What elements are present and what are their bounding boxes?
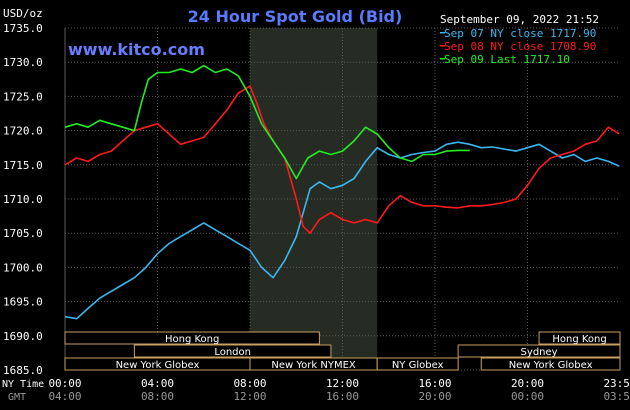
y-tick-label: 1690.0 xyxy=(3,330,43,343)
y-tick-label: 1725.0 xyxy=(3,90,43,103)
series-line-sep-07 xyxy=(64,141,620,320)
session-label: New York Globex xyxy=(509,360,593,371)
y-tick-label: 1730.0 xyxy=(3,56,43,69)
session-bar xyxy=(133,344,332,358)
session-label: London xyxy=(214,347,251,358)
x-tick-label-gmt: 04:00 xyxy=(48,390,81,403)
x-tick-label-gmt: 08:00 xyxy=(141,390,174,403)
y-tick-label: 1735.0 xyxy=(3,22,43,35)
x-tick-label-ny: 12:00 xyxy=(326,377,359,390)
session-label: NY Globex xyxy=(392,360,444,371)
y-tick-label: 1685.0 xyxy=(3,364,43,377)
chart-title: 24 Hour Spot Gold (Bid) xyxy=(188,7,403,26)
nymex-session-shade xyxy=(250,28,378,370)
session-label: Hong Kong xyxy=(165,334,219,345)
session-bar xyxy=(376,357,459,371)
y-tick-label: 1700.0 xyxy=(3,261,43,274)
session-bar xyxy=(457,344,621,358)
session-bar xyxy=(538,331,621,345)
legend-item-sep09: Sep 09 Last 1717.10 xyxy=(444,53,570,66)
x-tick-label-ny: 08:00 xyxy=(233,377,266,390)
session-label: New York NYMEX xyxy=(271,360,356,371)
ny-time-label: NY Time xyxy=(2,379,44,390)
legend-item-sep07: Sep 07 NY close 1717.90 xyxy=(444,27,596,40)
gmt-label: GMT xyxy=(8,392,26,403)
session-label: Hong Kong xyxy=(552,334,606,345)
x-tick-label-ny: 20:00 xyxy=(511,377,544,390)
x-tick-label-gmt: 12:00 xyxy=(233,390,266,403)
unit-label: USD/oz xyxy=(3,7,43,20)
legend-dash-sep09 xyxy=(440,58,445,60)
legend-dash-sep07 xyxy=(440,32,445,34)
timestamp: September 09, 2022 21:52 xyxy=(440,13,599,26)
x-tick-label-ny: 23:59 xyxy=(603,377,630,390)
series-line-sep-09 xyxy=(64,64,470,180)
session-bar xyxy=(480,357,621,371)
x-tick-label-gmt: 20:00 xyxy=(418,390,451,403)
x-tick-label-gmt: 03:59 xyxy=(603,390,630,403)
x-tick-label-ny: 16:00 xyxy=(418,377,451,390)
x-axis: 00:0004:0004:0008:0008:0012:0012:0016:00… xyxy=(48,377,630,403)
y-axis: 1685.0 1690.0 1695.0 1700.0 1705.0 1710.0 1715… xyxy=(3,22,43,377)
session-label: Sydney xyxy=(521,347,558,358)
website-label: www.kitco.com xyxy=(68,40,205,59)
session-label: New York Globex xyxy=(116,360,200,371)
y-tick-label: 1720.0 xyxy=(3,125,43,138)
y-tick-label: 1695.0 xyxy=(3,296,43,309)
x-tick-label-gmt: 16:00 xyxy=(326,390,359,403)
legend: Sep 07 NY close 1717.90 Sep 08 NY close … xyxy=(440,27,596,66)
legend-item-sep08: Sep 08 NY close 1708.90 xyxy=(444,40,596,53)
x-tick-label-ny: 00:00 xyxy=(48,377,81,390)
session-bar xyxy=(64,331,320,345)
trading-sessions: Hong Kong Hong Kong London Sydney New York G… xyxy=(64,331,621,371)
x-tick-label-ny: 04:00 xyxy=(141,377,174,390)
y-tick-label: 1705.0 xyxy=(3,227,43,240)
price-series xyxy=(64,64,620,320)
y-tick-label: 1710.0 xyxy=(3,193,43,206)
x-tick-label-gmt: 00:00 xyxy=(511,390,544,403)
y-tick-label: 1715.0 xyxy=(3,159,43,172)
series-line-sep-08 xyxy=(64,85,620,234)
legend-dash-sep08 xyxy=(440,45,445,47)
